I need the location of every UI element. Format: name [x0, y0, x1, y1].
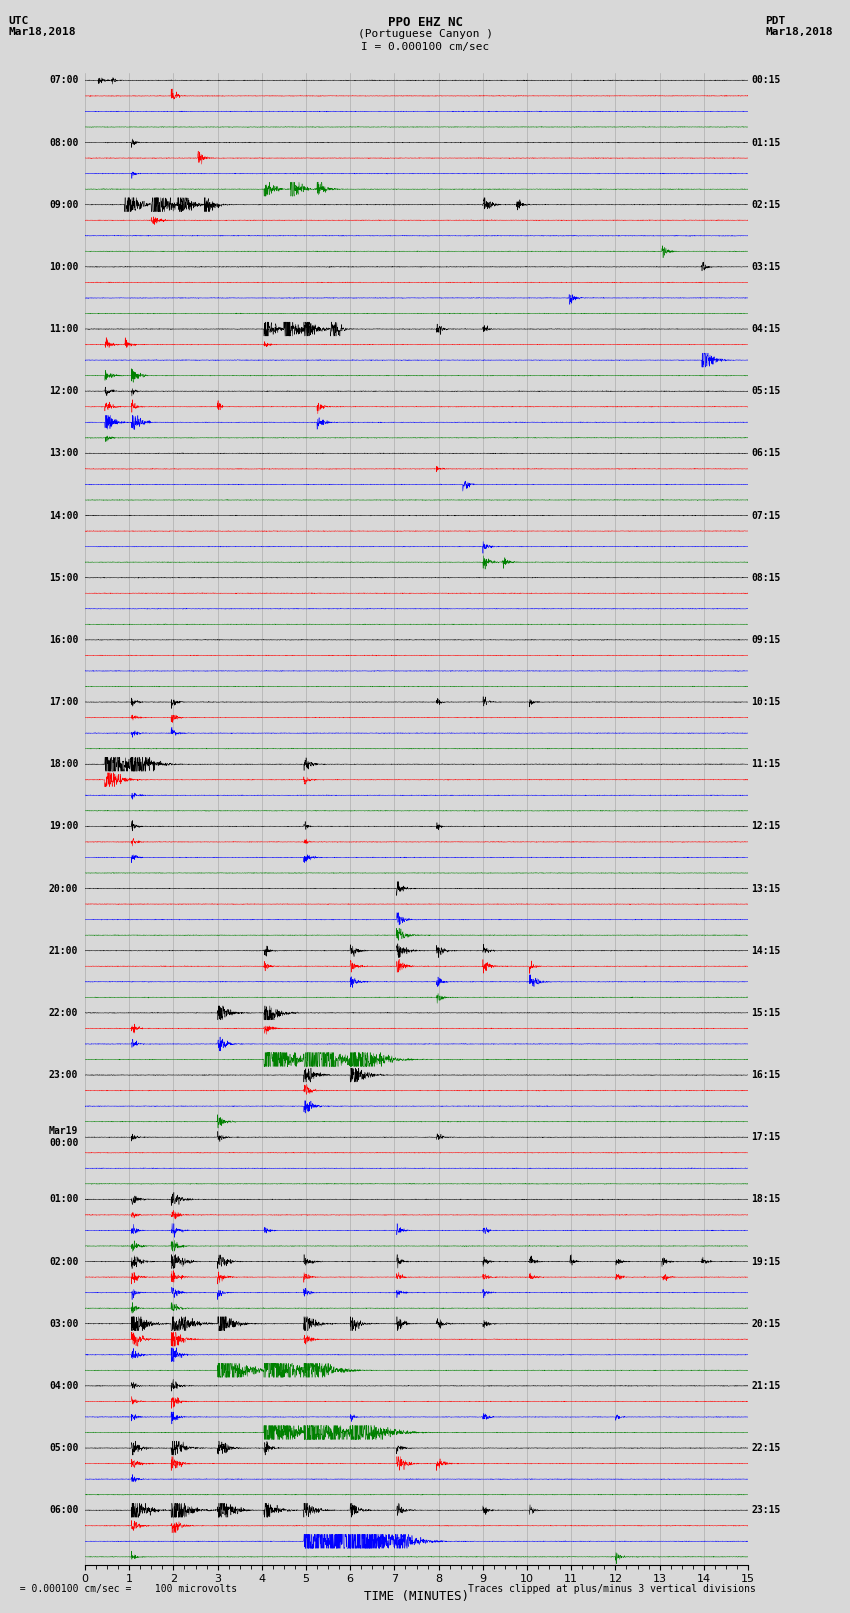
Text: 16:00: 16:00 [49, 636, 78, 645]
Text: 11:00: 11:00 [49, 324, 78, 334]
Text: 20:15: 20:15 [751, 1319, 780, 1329]
Text: 10:00: 10:00 [49, 261, 78, 273]
Text: 07:15: 07:15 [751, 511, 780, 521]
Text: UTC: UTC [8, 16, 29, 26]
Text: 19:15: 19:15 [751, 1257, 780, 1266]
Text: 09:15: 09:15 [751, 636, 780, 645]
Text: 01:00: 01:00 [49, 1194, 78, 1205]
Text: 18:00: 18:00 [49, 760, 78, 769]
Text: 08:15: 08:15 [751, 573, 780, 582]
Text: 17:15: 17:15 [751, 1132, 780, 1142]
Text: Mar18,2018: Mar18,2018 [765, 27, 832, 37]
X-axis label: TIME (MINUTES): TIME (MINUTES) [364, 1590, 469, 1603]
Text: 05:15: 05:15 [751, 386, 780, 397]
Text: (Portuguese Canyon ): (Portuguese Canyon ) [358, 29, 492, 39]
Text: 15:00: 15:00 [49, 573, 78, 582]
Text: PPO EHZ NC: PPO EHZ NC [388, 16, 462, 29]
Text: 17:00: 17:00 [49, 697, 78, 706]
Text: 06:00: 06:00 [49, 1505, 78, 1515]
Text: 19:00: 19:00 [49, 821, 78, 831]
Text: 00:15: 00:15 [751, 76, 780, 85]
Text: 03:00: 03:00 [49, 1319, 78, 1329]
Text: 21:15: 21:15 [751, 1381, 780, 1390]
Text: 18:15: 18:15 [751, 1194, 780, 1205]
Text: 03:15: 03:15 [751, 261, 780, 273]
Text: 04:15: 04:15 [751, 324, 780, 334]
Text: 22:00: 22:00 [49, 1008, 78, 1018]
Text: 06:15: 06:15 [751, 448, 780, 458]
Text: PDT: PDT [765, 16, 785, 26]
Text: 21:00: 21:00 [49, 945, 78, 957]
Text: I = 0.000100 cm/sec: I = 0.000100 cm/sec [361, 42, 489, 52]
Text: 23:00: 23:00 [49, 1069, 78, 1081]
Text: 09:00: 09:00 [49, 200, 78, 210]
Text: 20:00: 20:00 [49, 884, 78, 894]
Text: 04:00: 04:00 [49, 1381, 78, 1390]
Text: 12:15: 12:15 [751, 821, 780, 831]
Text: 13:00: 13:00 [49, 448, 78, 458]
Text: Traces clipped at plus/minus 3 vertical divisions: Traces clipped at plus/minus 3 vertical … [468, 1584, 756, 1594]
Text: 01:15: 01:15 [751, 137, 780, 147]
Text: 11:15: 11:15 [751, 760, 780, 769]
Text: 07:00: 07:00 [49, 76, 78, 85]
Text: 13:15: 13:15 [751, 884, 780, 894]
Text: 05:00: 05:00 [49, 1444, 78, 1453]
Text: 23:15: 23:15 [751, 1505, 780, 1515]
Text: 15:15: 15:15 [751, 1008, 780, 1018]
Text: Mar19
00:00: Mar19 00:00 [49, 1126, 78, 1148]
Text: 08:00: 08:00 [49, 137, 78, 147]
Text: 02:00: 02:00 [49, 1257, 78, 1266]
Text: 14:00: 14:00 [49, 511, 78, 521]
Text: 14:15: 14:15 [751, 945, 780, 957]
Text: 16:15: 16:15 [751, 1069, 780, 1081]
Text: Mar18,2018: Mar18,2018 [8, 27, 76, 37]
Text: 12:00: 12:00 [49, 386, 78, 397]
Text: 02:15: 02:15 [751, 200, 780, 210]
Text: 10:15: 10:15 [751, 697, 780, 706]
Text: 22:15: 22:15 [751, 1444, 780, 1453]
Text: = 0.000100 cm/sec =    100 microvolts: = 0.000100 cm/sec = 100 microvolts [8, 1584, 238, 1594]
